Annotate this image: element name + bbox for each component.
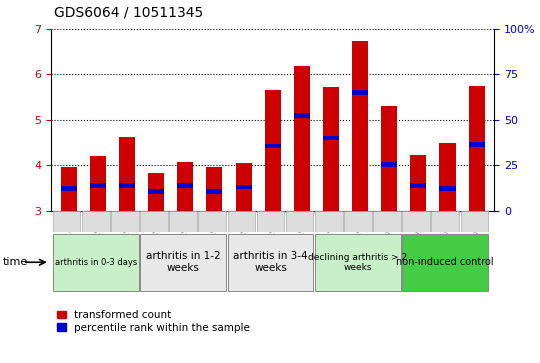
Bar (323, 87, 339, 211)
Bar (294, 113, 310, 118)
FancyBboxPatch shape (227, 233, 314, 291)
FancyBboxPatch shape (344, 211, 372, 232)
Bar (206, 167, 222, 211)
Text: arthritis in 0-3 days: arthritis in 0-3 days (55, 258, 137, 267)
Legend: transformed count, percentile rank within the sample: transformed count, percentile rank withi… (57, 310, 250, 333)
Bar (469, 86, 484, 211)
Bar (352, 41, 368, 211)
FancyBboxPatch shape (286, 211, 314, 232)
Bar (381, 106, 397, 211)
Text: GDS6064 / 10511345: GDS6064 / 10511345 (54, 5, 203, 20)
FancyBboxPatch shape (140, 233, 226, 291)
Text: time: time (3, 257, 28, 267)
Bar (177, 162, 193, 211)
Bar (265, 144, 281, 148)
FancyBboxPatch shape (82, 211, 110, 232)
FancyBboxPatch shape (431, 211, 459, 232)
Bar (119, 183, 135, 188)
FancyBboxPatch shape (111, 211, 139, 232)
Text: declining arthritis > 2
weeks: declining arthritis > 2 weeks (308, 253, 408, 272)
Bar (206, 189, 222, 194)
Bar (90, 183, 106, 188)
Bar (440, 143, 456, 211)
FancyBboxPatch shape (198, 211, 226, 232)
FancyBboxPatch shape (402, 211, 430, 232)
FancyBboxPatch shape (140, 211, 168, 232)
FancyBboxPatch shape (373, 211, 401, 232)
Bar (90, 156, 106, 211)
FancyBboxPatch shape (315, 233, 401, 291)
Text: arthritis in 3-4
weeks: arthritis in 3-4 weeks (233, 252, 308, 273)
Bar (61, 167, 77, 211)
Text: arthritis in 1-2
weeks: arthritis in 1-2 weeks (146, 252, 220, 273)
Bar (148, 189, 164, 194)
Bar (352, 90, 368, 95)
Bar (469, 142, 484, 147)
FancyBboxPatch shape (402, 233, 488, 291)
FancyBboxPatch shape (53, 211, 80, 232)
Bar (410, 155, 427, 211)
Bar (177, 183, 193, 188)
Bar (265, 90, 281, 211)
Bar (294, 66, 310, 211)
FancyBboxPatch shape (169, 211, 197, 232)
FancyBboxPatch shape (227, 211, 255, 232)
Bar (119, 137, 135, 211)
FancyBboxPatch shape (53, 233, 139, 291)
Bar (61, 187, 77, 191)
FancyBboxPatch shape (315, 211, 342, 232)
Bar (381, 162, 397, 167)
Bar (235, 185, 252, 189)
Bar (440, 187, 456, 191)
Bar (410, 183, 427, 188)
FancyBboxPatch shape (461, 211, 488, 232)
Bar (323, 136, 339, 140)
Bar (235, 163, 252, 211)
FancyBboxPatch shape (256, 211, 285, 232)
Bar (148, 174, 164, 211)
Text: non-induced control: non-induced control (396, 257, 494, 267)
